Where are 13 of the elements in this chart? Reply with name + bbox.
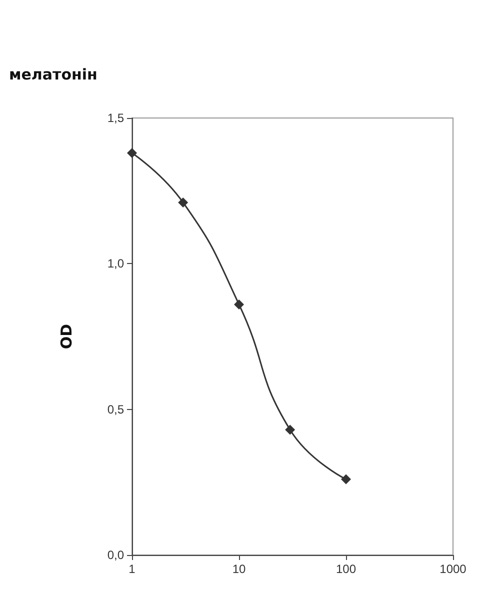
x-tick-label: 100	[336, 562, 356, 576]
y-tick-label: 1,0	[107, 256, 124, 271]
y-tick-label: 0,5	[107, 402, 124, 416]
x-tick-label: 10	[232, 562, 246, 576]
x-tick-label: 1	[128, 562, 136, 576]
y-tick-label: 1,5	[107, 111, 124, 125]
point	[341, 474, 351, 484]
x-tick-label: 1000	[440, 562, 467, 576]
y-tick-label: 0,0	[107, 548, 124, 562]
y-axis-title: OD	[58, 324, 76, 350]
point	[127, 148, 137, 158]
chart-title: мелатонін	[9, 66, 98, 84]
point	[234, 299, 244, 310]
